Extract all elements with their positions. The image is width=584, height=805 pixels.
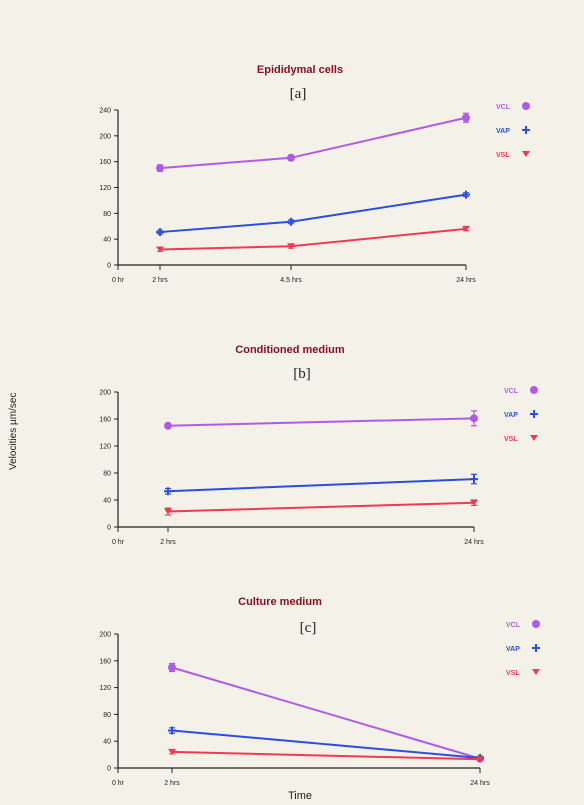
panel-0-series-VSL-line bbox=[159, 227, 467, 251]
panel-0-legend-label-VAP: VAP bbox=[496, 128, 510, 135]
panel-2-series-VSL-point bbox=[476, 756, 484, 763]
panel-0-legend-label-VSL: VSL bbox=[496, 152, 510, 159]
panel-0-legend-label-VCL: VCL bbox=[496, 104, 511, 111]
panel-1-legend-label-VAP: VAP bbox=[504, 412, 518, 419]
panel-1-legend-label-VSL: VSL bbox=[504, 436, 518, 443]
panel-2-series-VSL-line bbox=[171, 750, 481, 761]
panel-0-series-VCL-point bbox=[156, 164, 164, 173]
panel-2-x-tick-label: 0 hr bbox=[112, 780, 125, 787]
panel-0-x-tick-label: 24 hrs bbox=[456, 277, 476, 284]
panel-b-letter: [b] bbox=[293, 366, 311, 382]
panel-2-legend-label-VCL: VCL bbox=[506, 622, 521, 629]
panel-1-y-tick-label: 0 bbox=[107, 525, 111, 532]
panel-1-series-VCL-line bbox=[167, 417, 475, 427]
panel-0-series-VCL-point bbox=[462, 113, 470, 122]
panel-2-y-tick-label: 120 bbox=[99, 685, 111, 692]
panel-2-series-VCL-line bbox=[171, 666, 481, 760]
panel-1-x-tick-label: 2 hrs bbox=[160, 539, 176, 546]
panel-0-series-VAP-line bbox=[159, 193, 467, 234]
panel-2-y-tick-label: 40 bbox=[103, 739, 111, 746]
x-axis-label: Time bbox=[287, 790, 313, 802]
panel-2-legend-label-VAP: VAP bbox=[506, 646, 520, 653]
panel-1-y-tick-label: 40 bbox=[103, 498, 111, 505]
panel-1-series-VSL-point bbox=[470, 499, 478, 506]
panel-2-series-VSL-point bbox=[168, 748, 176, 755]
panel-1-series-VAP-point bbox=[470, 475, 478, 484]
panel-0-x-tick-label: 0 hr bbox=[112, 277, 125, 284]
panel-b-title: Conditioned medium bbox=[235, 344, 345, 356]
panel-0-y-tick-label: 80 bbox=[103, 211, 111, 218]
panel-1-y-tick-label: 160 bbox=[99, 417, 111, 424]
panel-1-y-tick-label: 80 bbox=[103, 471, 111, 478]
panel-1-y-tick-label: 120 bbox=[99, 444, 111, 451]
panel-1-series-VSL-point bbox=[164, 508, 172, 515]
panel-1-series-VSL-line bbox=[167, 501, 475, 513]
panel-0-y-tick-label: 40 bbox=[103, 237, 111, 244]
panel-1-legend-label-VCL: VCL bbox=[504, 388, 519, 395]
panel-2-y-tick-label: 200 bbox=[99, 632, 111, 639]
panel-1-x-tick-label: 24 hrs bbox=[464, 539, 484, 546]
panel-1-x-tick-label: 0 hr bbox=[112, 539, 125, 546]
panel-2-series-VAP-point bbox=[168, 726, 176, 735]
panel-0-x-tick-label: 2 hrs bbox=[152, 277, 168, 284]
panel-2-legend-marker-VAP bbox=[532, 644, 540, 652]
panel-2-y-tick-label: 0 bbox=[107, 766, 111, 773]
panel-a-letter: [a] bbox=[289, 86, 307, 102]
panel-0-legend-marker-VCL bbox=[522, 102, 530, 110]
panel-0-y-tick-label: 240 bbox=[99, 108, 111, 115]
panel-1-legend-marker-VAP bbox=[530, 410, 538, 418]
panel-0-series-VSL-point bbox=[156, 246, 164, 253]
panel-1-series-VCL-point bbox=[164, 421, 172, 430]
panel-0-series-VAP-point bbox=[156, 228, 164, 237]
panel-1-series-VCL-point bbox=[470, 414, 478, 423]
panel-2-x-tick-label: 2 hrs bbox=[164, 780, 180, 787]
panel-2-y-tick-label: 160 bbox=[99, 658, 111, 665]
panel-0-series-VCL-point bbox=[287, 153, 295, 162]
panel-2-legend-marker-VCL bbox=[532, 620, 540, 628]
panel-c-title: Culture medium bbox=[238, 596, 322, 608]
panel-2-legend-marker-VSL bbox=[532, 669, 540, 675]
panel-0-series-VSL-point bbox=[462, 225, 470, 232]
panel-0-y-tick-label: 200 bbox=[99, 133, 111, 140]
panel-0-y-tick-label: 0 bbox=[107, 263, 111, 270]
panel-1-series-VAP-line bbox=[167, 478, 475, 493]
panel-0-series-VAP-point bbox=[462, 190, 470, 199]
panel-0-y-tick-label: 120 bbox=[99, 185, 111, 192]
panel-0-series-VAP-point bbox=[287, 217, 295, 226]
panel-0-series-VCL-line bbox=[159, 116, 467, 170]
panel-1-legend-marker-VCL bbox=[530, 386, 538, 394]
panel-1-y-tick-label: 200 bbox=[99, 390, 111, 397]
panel-2-x-tick-label: 24 hrs bbox=[470, 780, 490, 787]
panel-2-series-VAP-line bbox=[171, 729, 481, 759]
panel-0-series-VSL-point bbox=[287, 243, 295, 250]
panel-0-x-tick-label: 4.5 hrs bbox=[280, 277, 302, 284]
panel-2-legend-label-VSL: VSL bbox=[506, 670, 520, 677]
panel-1-legend-marker-VSL bbox=[530, 435, 538, 441]
panel-2-y-tick-label: 80 bbox=[103, 712, 111, 719]
panel-a-title: Epididymal cells bbox=[256, 64, 344, 76]
panel-0-y-tick-label: 160 bbox=[99, 159, 111, 166]
panel-1-series-VAP-point bbox=[164, 487, 172, 496]
panel-0-legend-marker-VAP bbox=[522, 126, 530, 134]
panel-2-series-VCL-point bbox=[168, 663, 176, 672]
panel-c-letter: [c] bbox=[299, 620, 317, 636]
panel-0-legend-marker-VSL bbox=[522, 151, 530, 157]
